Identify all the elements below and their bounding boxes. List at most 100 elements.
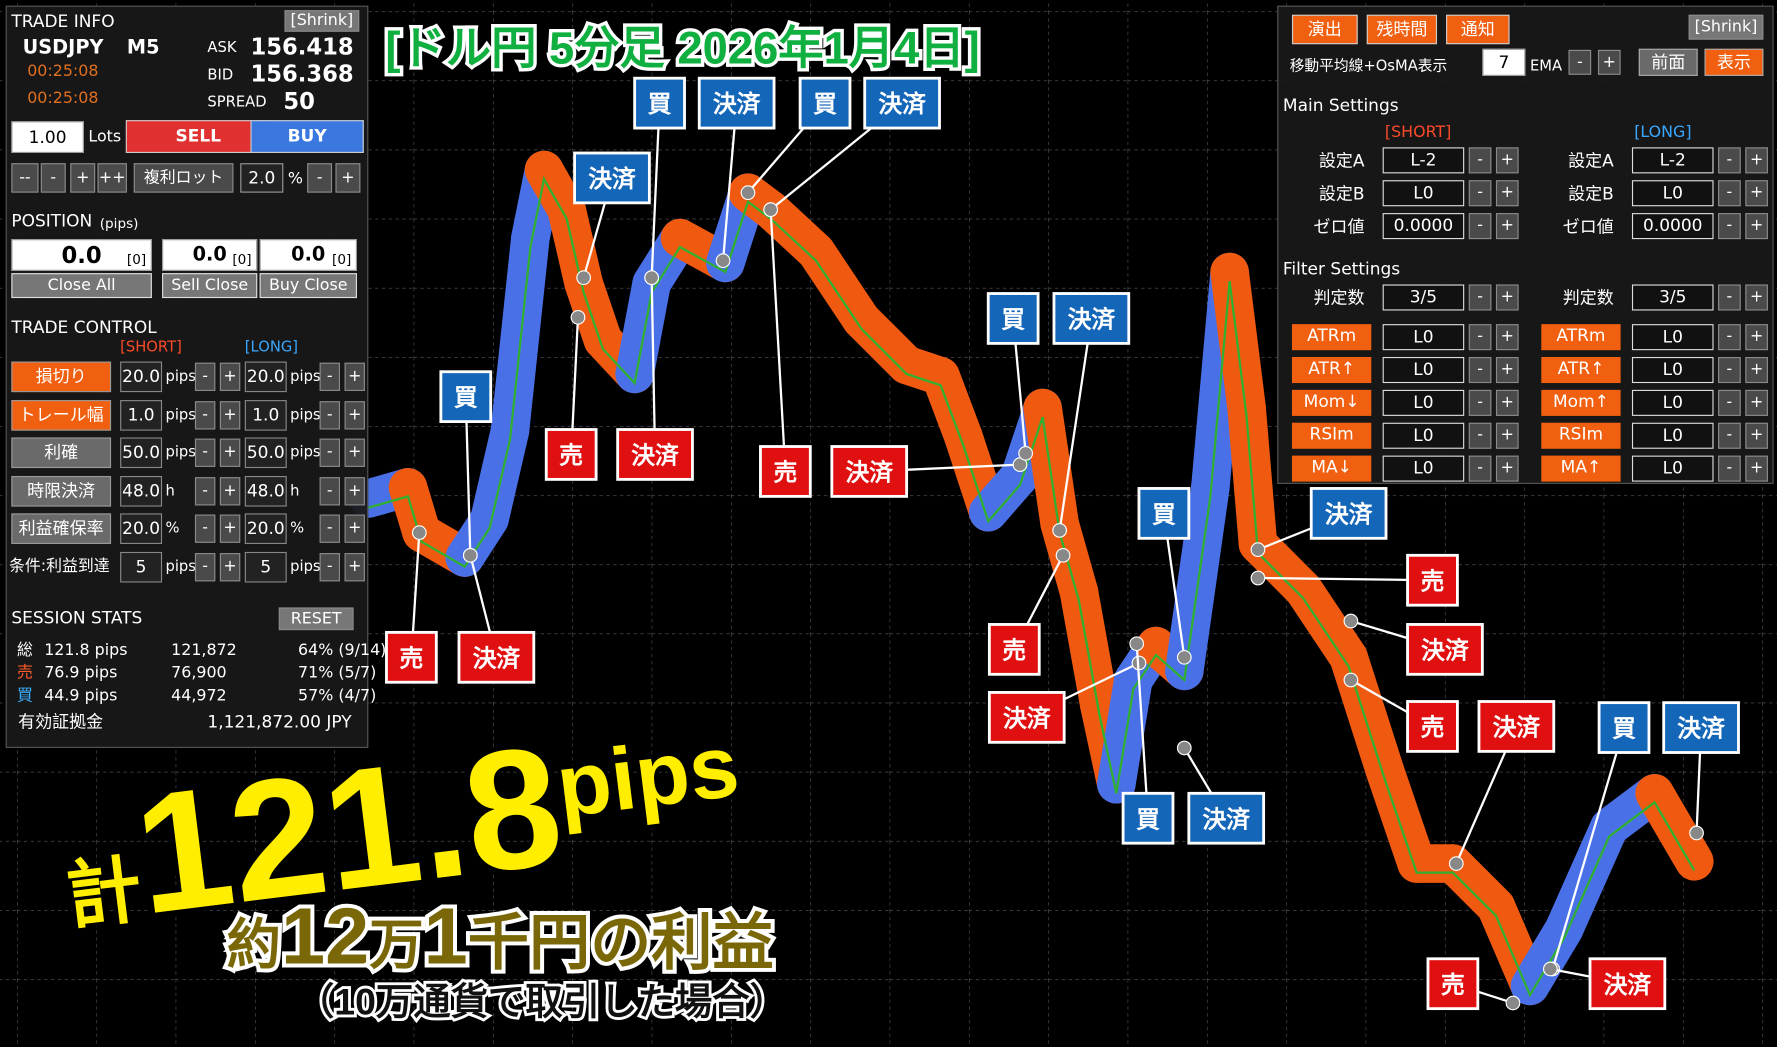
- minus-button[interactable]: -: [1468, 180, 1492, 207]
- top-button[interactable]: 演出: [1291, 14, 1358, 45]
- setting-value[interactable]: L0: [1382, 180, 1465, 207]
- setting-value[interactable]: 3/5: [1631, 284, 1714, 311]
- setting-value[interactable]: L0: [1382, 422, 1465, 449]
- row-value[interactable]: 1.0: [120, 399, 163, 431]
- minus-button[interactable]: -: [1468, 324, 1492, 351]
- ma-period[interactable]: 7: [1482, 48, 1526, 76]
- show-button[interactable]: 表示: [1704, 48, 1764, 76]
- row-value[interactable]: 48.0: [244, 475, 287, 507]
- plus-button[interactable]: +: [1495, 180, 1519, 207]
- plus-button[interactable]: +: [219, 514, 241, 544]
- reset-button[interactable]: RESET: [278, 607, 354, 631]
- setting-value[interactable]: L0: [1382, 324, 1465, 351]
- plus-button[interactable]: +: [344, 362, 365, 391]
- plus-button[interactable]: +: [344, 438, 365, 468]
- plus-button[interactable]: +: [219, 362, 241, 391]
- minus-button[interactable]: -: [307, 163, 333, 193]
- minus-button[interactable]: -: [1568, 49, 1592, 75]
- plus-button[interactable]: +: [1495, 389, 1519, 416]
- plus-button[interactable]: +: [1745, 147, 1768, 174]
- minus-button[interactable]: -: [319, 553, 340, 582]
- minus-button[interactable]: -: [194, 438, 216, 468]
- row-value[interactable]: 20.0: [120, 513, 163, 545]
- minus-button[interactable]: -: [1468, 455, 1492, 482]
- plus-button[interactable]: +: [344, 400, 365, 430]
- buy-button[interactable]: BUY: [250, 120, 364, 153]
- lot-step-button[interactable]: -: [40, 163, 66, 193]
- minus-button[interactable]: -: [1718, 356, 1741, 384]
- plus-button[interactable]: +: [1745, 389, 1768, 416]
- top-button[interactable]: 通知: [1446, 14, 1510, 45]
- minus-button[interactable]: -: [1718, 213, 1741, 240]
- minus-button[interactable]: -: [319, 476, 340, 506]
- setting-value[interactable]: L-2: [1382, 147, 1465, 174]
- minus-button[interactable]: -: [1468, 147, 1492, 174]
- close-button[interactable]: Close All: [11, 273, 152, 299]
- minus-button[interactable]: -: [1718, 389, 1741, 416]
- plus-button[interactable]: +: [1745, 356, 1768, 384]
- setting-value[interactable]: L0: [1631, 356, 1714, 384]
- plus-button[interactable]: +: [1745, 422, 1768, 449]
- compound-input[interactable]: 2.0: [240, 163, 284, 193]
- minus-button[interactable]: -: [319, 514, 340, 544]
- minus-button[interactable]: -: [1718, 147, 1741, 174]
- plus-button[interactable]: +: [335, 163, 361, 193]
- setting-value[interactable]: L-2: [1631, 147, 1714, 174]
- shrink-button[interactable]: [Shrink]: [1688, 14, 1764, 40]
- shrink-button[interactable]: [Shrink]: [284, 10, 360, 32]
- close-button[interactable]: Buy Close: [259, 273, 357, 299]
- minus-button[interactable]: -: [1468, 389, 1492, 416]
- plus-button[interactable]: +: [1745, 455, 1768, 482]
- lot-step-button[interactable]: --: [11, 163, 39, 193]
- front-button[interactable]: 前面: [1638, 48, 1698, 76]
- setting-value[interactable]: L0: [1631, 422, 1714, 449]
- minus-button[interactable]: -: [319, 362, 340, 391]
- setting-value[interactable]: 0.0000: [1631, 213, 1714, 240]
- row-value[interactable]: 5: [120, 551, 163, 583]
- plus-button[interactable]: +: [1495, 356, 1519, 384]
- compound-button[interactable]: 複利ロット: [133, 163, 234, 193]
- setting-value[interactable]: 3/5: [1382, 284, 1465, 311]
- minus-button[interactable]: -: [1718, 455, 1741, 482]
- row-value[interactable]: 50.0: [244, 437, 287, 469]
- minus-button[interactable]: -: [319, 400, 340, 430]
- plus-button[interactable]: +: [219, 438, 241, 468]
- row-value[interactable]: 48.0: [120, 475, 163, 507]
- minus-button[interactable]: -: [194, 476, 216, 506]
- minus-button[interactable]: -: [1718, 284, 1741, 311]
- minus-button[interactable]: -: [1468, 284, 1492, 311]
- minus-button[interactable]: -: [194, 514, 216, 544]
- plus-button[interactable]: +: [1745, 180, 1768, 207]
- plus-button[interactable]: +: [1745, 284, 1768, 311]
- lot-step-button[interactable]: ++: [97, 163, 127, 193]
- plus-button[interactable]: +: [1495, 147, 1519, 174]
- setting-value[interactable]: L0: [1382, 455, 1465, 482]
- row-value[interactable]: 20.0: [120, 361, 163, 393]
- plus-button[interactable]: +: [1495, 324, 1519, 351]
- setting-value[interactable]: L0: [1631, 389, 1714, 416]
- sell-button[interactable]: SELL: [125, 120, 271, 153]
- plus-button[interactable]: +: [219, 553, 241, 582]
- minus-button[interactable]: -: [1468, 422, 1492, 449]
- plus-button[interactable]: +: [1495, 284, 1519, 311]
- setting-value[interactable]: L0: [1382, 356, 1465, 384]
- setting-value[interactable]: L0: [1631, 324, 1714, 351]
- plus-button[interactable]: +: [1495, 455, 1519, 482]
- setting-value[interactable]: L0: [1631, 455, 1714, 482]
- row-value[interactable]: 50.0: [120, 437, 163, 469]
- minus-button[interactable]: -: [1718, 180, 1741, 207]
- setting-value[interactable]: 0.0000: [1382, 213, 1465, 240]
- plus-button[interactable]: +: [219, 400, 241, 430]
- plus-button[interactable]: +: [344, 476, 365, 506]
- minus-button[interactable]: -: [194, 362, 216, 391]
- lot-step-button[interactable]: +: [70, 163, 96, 193]
- plus-button[interactable]: +: [219, 476, 241, 506]
- setting-value[interactable]: L0: [1382, 389, 1465, 416]
- minus-button[interactable]: -: [1468, 356, 1492, 384]
- lots-input[interactable]: 1.00: [11, 121, 84, 153]
- minus-button[interactable]: -: [1718, 422, 1741, 449]
- row-value[interactable]: 5: [244, 551, 287, 583]
- minus-button[interactable]: -: [319, 438, 340, 468]
- minus-button[interactable]: -: [194, 400, 216, 430]
- plus-button[interactable]: +: [344, 514, 365, 544]
